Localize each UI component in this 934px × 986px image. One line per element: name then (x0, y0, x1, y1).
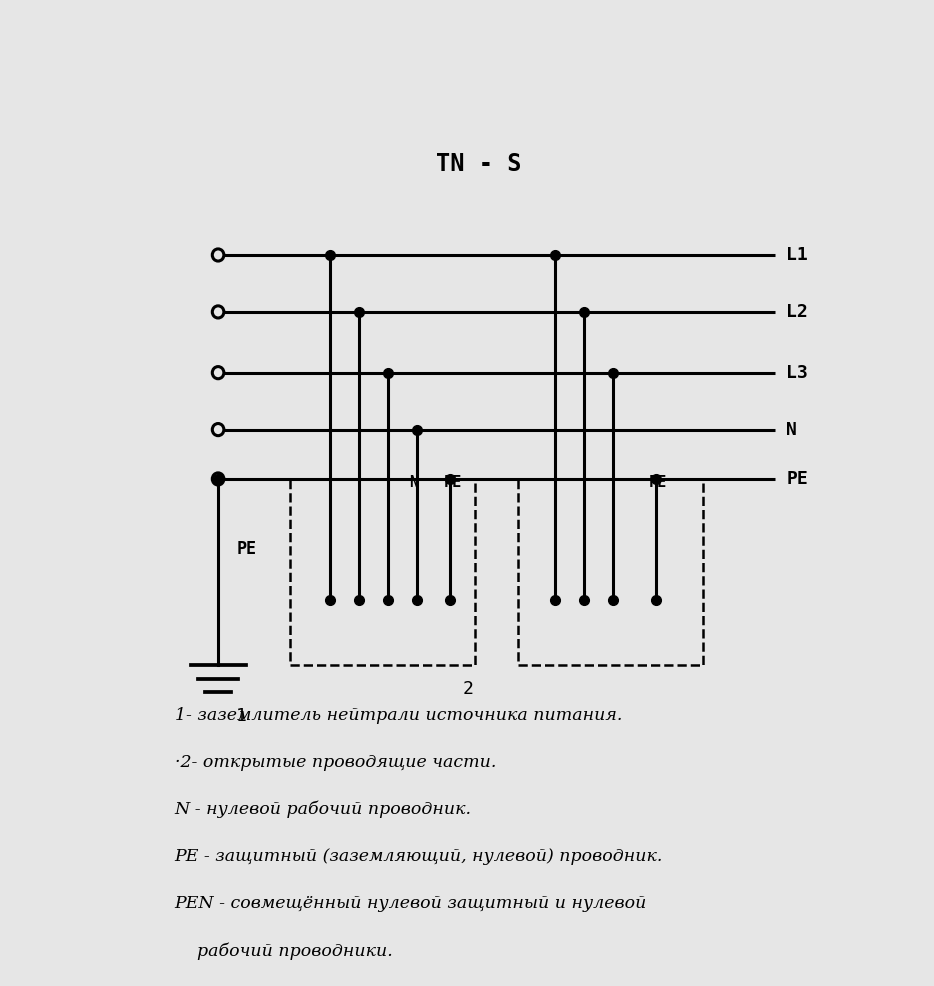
Text: PE: PE (649, 475, 667, 490)
Text: PEN - совмещённый нулевой защитный и нулевой: PEN - совмещённый нулевой защитный и нул… (175, 895, 647, 912)
Text: L1: L1 (786, 246, 808, 264)
Text: L2: L2 (786, 303, 808, 320)
Text: N: N (786, 421, 798, 439)
Text: N: N (409, 475, 418, 490)
Text: L3: L3 (786, 364, 808, 382)
Text: рабочий проводники.: рабочий проводники. (175, 942, 392, 959)
Text: PE: PE (786, 470, 808, 488)
Text: TN - S: TN - S (436, 153, 521, 176)
Circle shape (212, 473, 224, 485)
Text: 1: 1 (236, 707, 248, 725)
Circle shape (212, 367, 224, 379)
Text: PE: PE (445, 475, 462, 490)
Text: N - нулевой рабочий проводник.: N - нулевой рабочий проводник. (175, 801, 472, 818)
Text: ·2- открытые проводящие части.: ·2- открытые проводящие части. (175, 753, 496, 771)
Text: PE: PE (236, 540, 256, 558)
Bar (518, 479, 703, 665)
Text: 2: 2 (462, 680, 474, 698)
Text: PE - защитный (заземляющий, нулевой) проводник.: PE - защитный (заземляющий, нулевой) про… (175, 848, 663, 865)
Text: 1- заземлитель нейтрали источника питания.: 1- заземлитель нейтрали источника питани… (175, 707, 622, 724)
Circle shape (212, 306, 224, 318)
Circle shape (212, 424, 224, 436)
Bar (290, 479, 475, 665)
Circle shape (212, 248, 224, 261)
